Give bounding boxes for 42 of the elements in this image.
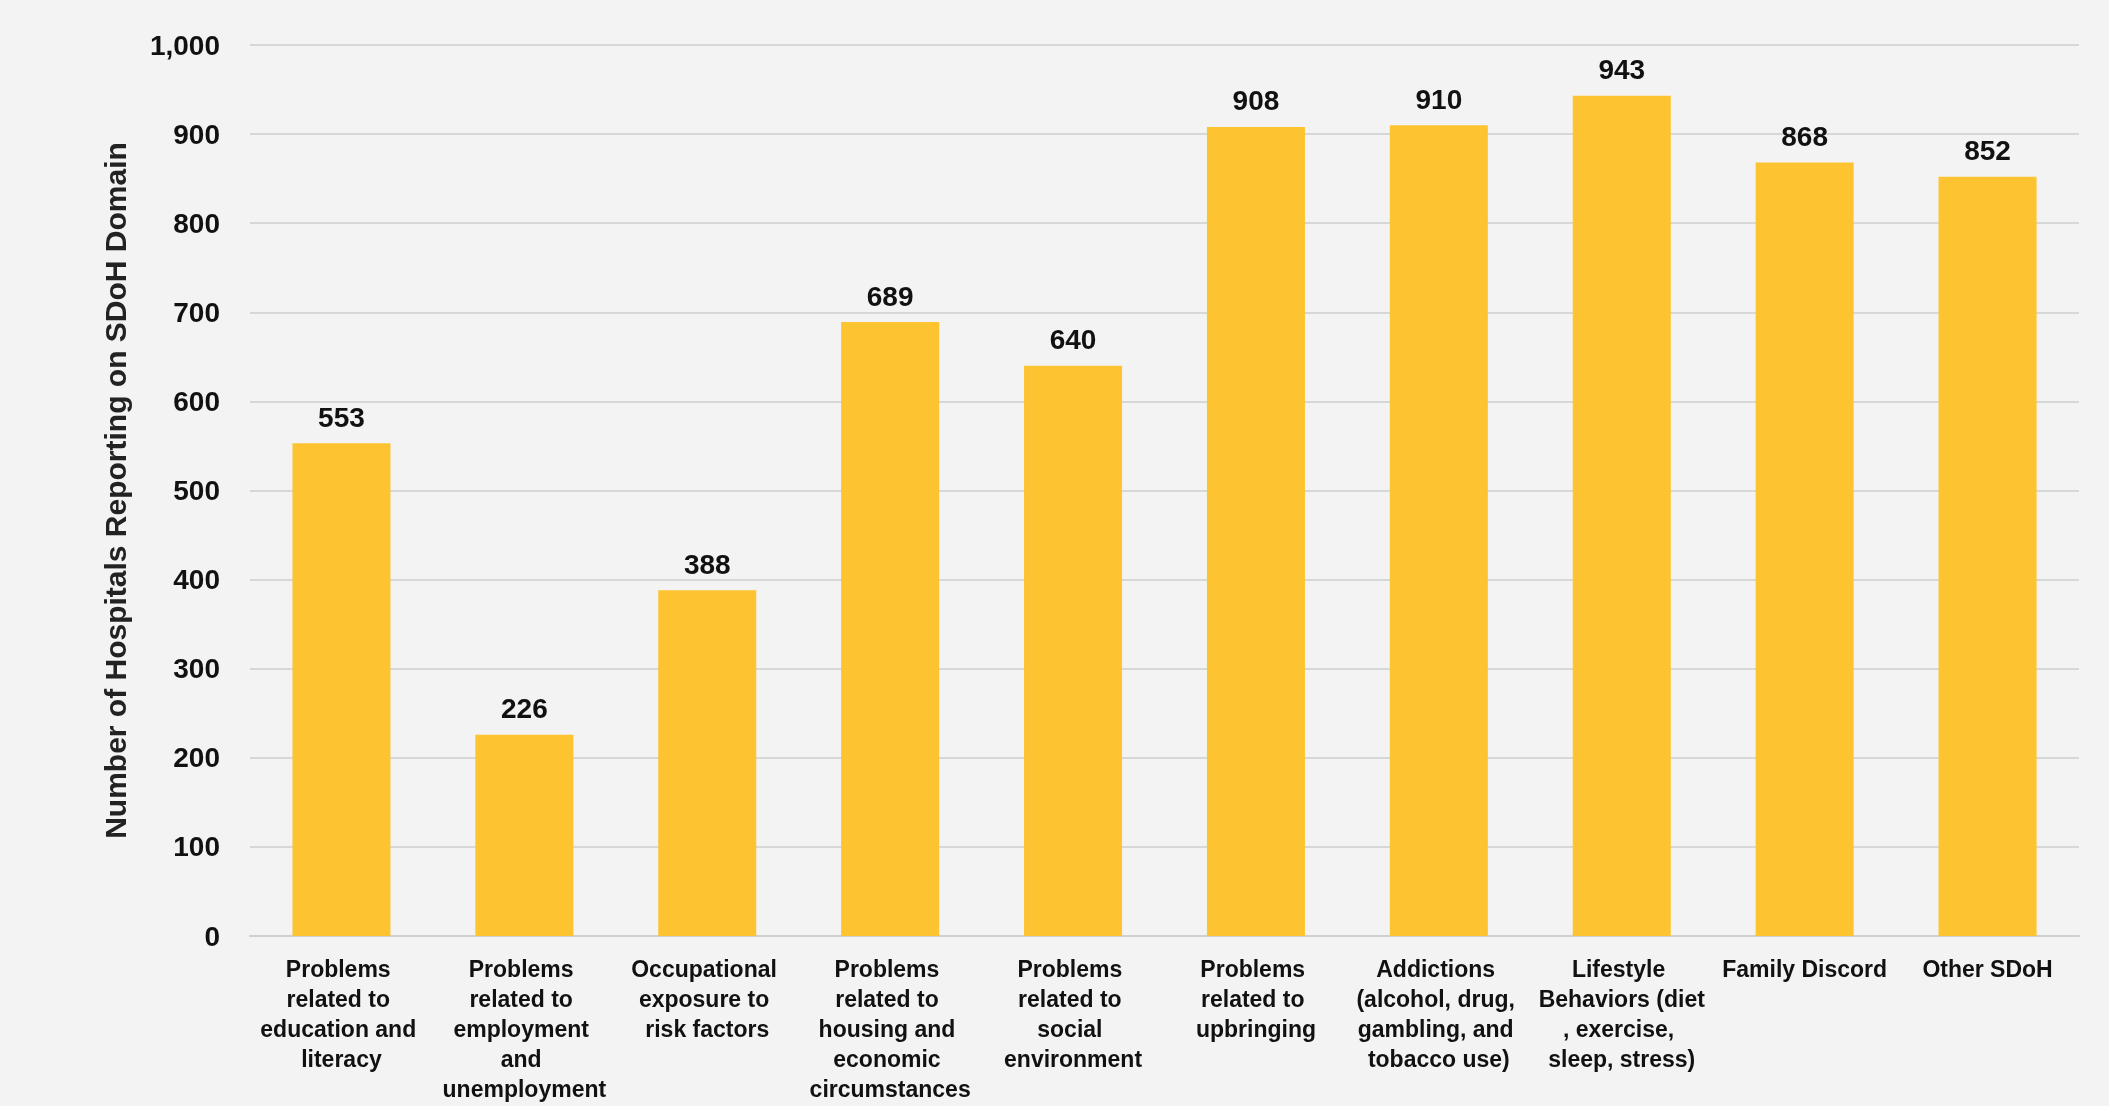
x-tick-label: Problems related to social environment	[1004, 956, 1143, 1072]
x-tick-label: Problems related to employment and unemployment	[442, 956, 607, 1102]
bar	[1755, 162, 1854, 936]
x-tick-label: Occupational exposure to risk factors	[631, 956, 784, 1042]
data-label: 388	[683, 548, 731, 580]
x-tick-label: Problems related to housing and economic circumstances	[809, 956, 971, 1102]
data-label: 640	[1049, 324, 1097, 356]
bar	[1572, 95, 1671, 936]
x-tick-label: Other SDoH	[1922, 956, 2053, 982]
x-tick-label: Addictions (alcohol, drug, gambling, and tobacco use)	[1356, 956, 1522, 1072]
y-tick-label: 1,000	[149, 29, 220, 61]
y-tick-label: 0	[204, 920, 220, 952]
y-axis-title: Number of Hospitals Reporting on SDoH Domain	[98, 142, 132, 839]
data-label: 943	[1598, 54, 1646, 86]
y-tick-label: 700	[173, 296, 220, 328]
y-tick-label: 500	[173, 475, 220, 506]
data-label: 868	[1781, 121, 1829, 153]
y-tick-label: 400	[173, 564, 220, 596]
y-tick-label: 900	[173, 118, 220, 150]
bar	[1206, 126, 1305, 936]
y-tick-label: 300	[173, 653, 220, 685]
y-tick-label: 800	[173, 207, 220, 239]
data-label: 852	[1964, 135, 2011, 167]
bar	[475, 734, 574, 936]
x-tick-label: Lifestyle Behaviors (diet, exercise, sleep, stress)	[1538, 956, 1706, 1072]
x-tick-label: Family Discord	[1722, 956, 1888, 982]
data-label: 226	[500, 693, 548, 725]
x-tick-label: Problems related to education and literacy	[260, 956, 423, 1072]
data-label: 553	[318, 401, 365, 433]
bar	[658, 590, 757, 936]
bar	[1024, 365, 1123, 936]
bar	[841, 322, 940, 936]
data-label: 910	[1415, 83, 1463, 115]
bar	[1938, 176, 2037, 936]
data-label: 908	[1232, 85, 1280, 117]
y-tick-label: 600	[173, 385, 220, 417]
bar	[292, 443, 391, 936]
data-label: 689	[866, 280, 914, 312]
bar	[1389, 125, 1488, 936]
y-tick-label: 200	[173, 742, 220, 774]
x-tick-label: Problems related to upbringing	[1195, 956, 1316, 1042]
y-tick-label: 100	[173, 831, 220, 863]
